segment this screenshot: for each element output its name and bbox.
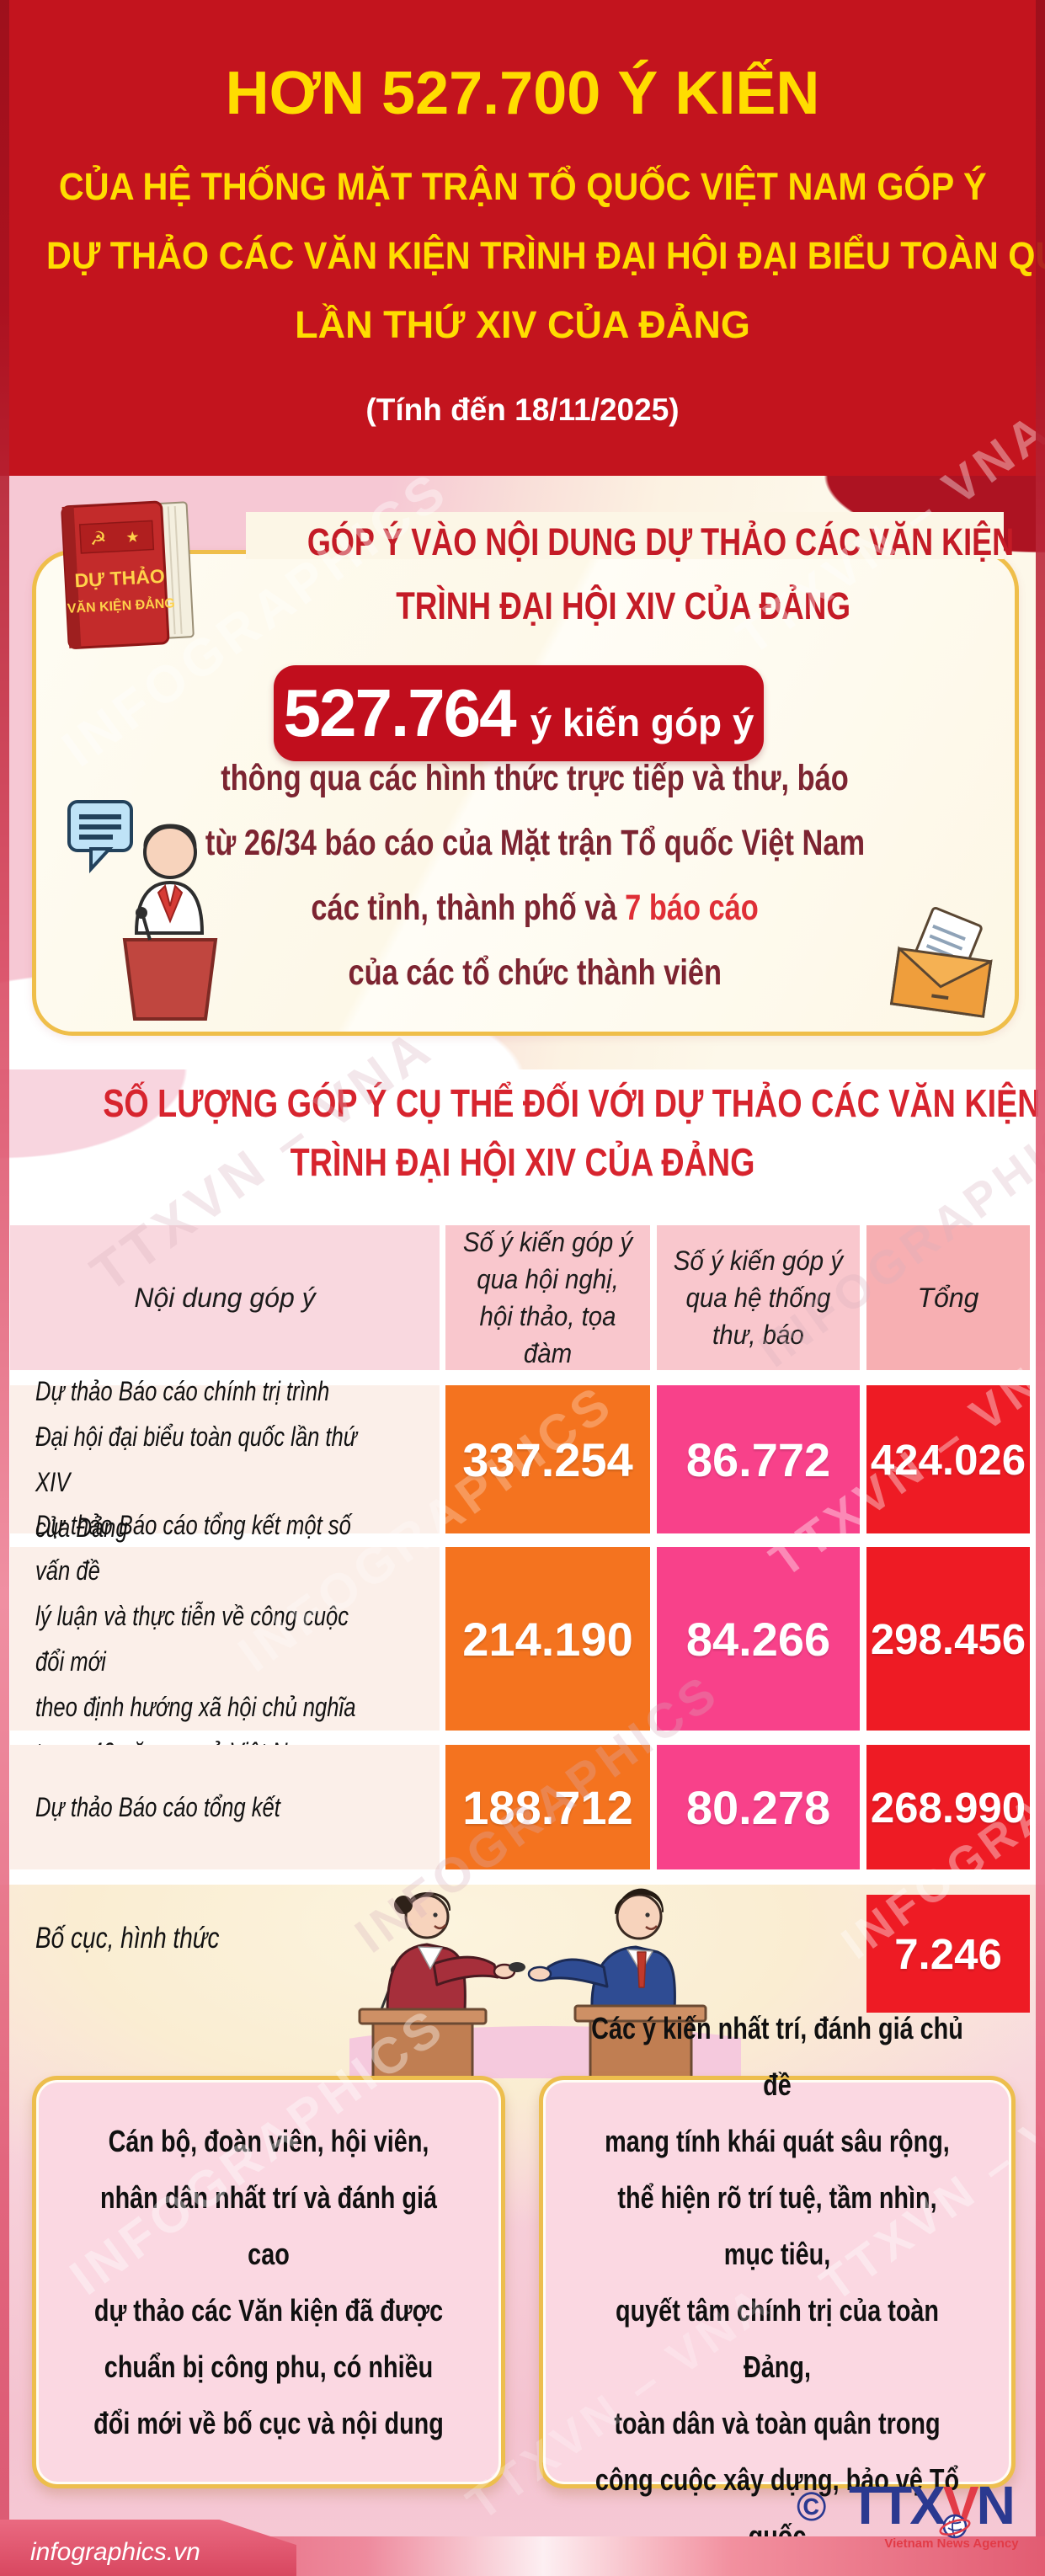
card-title-line1: GÓP Ý VÀO NỘI DUNG DỰ THẢO CÁC VĂN KIỆN	[307, 520, 1015, 563]
column-header-total: Tổng	[866, 1225, 1030, 1370]
table-row-label: Dự thảo Báo cáo tổng kết một số vấn đề l…	[10, 1510, 440, 1768]
table-row-mail-value: 84.266	[657, 1547, 860, 1731]
table-row-total-value: 268.990	[866, 1745, 1030, 1869]
table-row-total-value: 298.456	[866, 1547, 1030, 1731]
card-body-line2: từ 26/34 báo cáo của Mặt trận Tổ quốc Vi…	[205, 823, 865, 863]
table-row-meetings-value: 188.712	[445, 1745, 650, 1869]
table-section-title-line2: TRÌNH ĐẠI HỘI XIV CỦA ĐẢNG	[290, 1140, 755, 1184]
conclusion-box-right: Các ý kiến nhất trí, đánh giá chủ đề man…	[539, 2011, 1016, 2553]
table-row-mail-value: 86.772	[657, 1385, 860, 1533]
table-row-label: Dự thảo Báo cáo chính trị trình Đại hội …	[10, 1376, 440, 1543]
left-edge-strip	[0, 0, 9, 2576]
svg-text:★: ★	[125, 528, 140, 546]
table-section-title-line1: SỐ LƯỢNG GÓP Ý CỤ THỂ ĐỐI VỚI DỰ THẢO CÁ…	[103, 1081, 1041, 1125]
logo-subtitle: Vietnam News Agency	[884, 2536, 1019, 2551]
logo-letter-n: N	[976, 2475, 1016, 2536]
highlight-7-reports: 7 báo cáo	[625, 888, 759, 928]
conclusion-box-left: Cán bộ, đoàn viên, hội viên, nhân dân nh…	[32, 2076, 505, 2488]
column-header-content: Nội dung góp ý	[10, 1225, 440, 1370]
table-row-meetings-value: 337.254	[445, 1385, 650, 1533]
conclusion-right-text: Các ý kiến nhất trí, đánh giá chủ đề man…	[591, 2011, 963, 2553]
header-title-line2: CỦA HỆ THỐNG MẶT TRẬN TỔ QUỐC VIỆT NAM G…	[58, 165, 987, 208]
table-row-label-layout-format: Bố cục, hình thức	[35, 1922, 220, 1955]
opinion-count-label: ý kiến góp ý	[530, 701, 754, 744]
ttxvn-logo: TTXVN	[849, 2475, 1016, 2536]
column-header-mail: Số ý kiến góp ý qua hệ thống thư, báo	[657, 1225, 860, 1370]
right-edge-strip	[1036, 0, 1045, 2576]
mail-envelope-icon	[889, 906, 993, 1018]
speaker-at-podium-icon	[67, 800, 218, 1021]
footer-left-tab	[0, 2520, 296, 2576]
table-row-label: Dự thảo Báo cáo tổng kết	[10, 1745, 440, 1869]
party-documents-book-icon: ☭ ★ DỰ THẢO VĂN KIỆN ĐẢNG	[61, 500, 195, 649]
opinion-count-badge: 527.764 ý kiến góp ý	[274, 665, 764, 761]
table-row-total-value: 7.246	[866, 1895, 1030, 2013]
card-body-line4: của các tổ chức thành viên	[348, 952, 722, 993]
header-date-note: (Tính đến 18/11/2025)	[365, 392, 680, 427]
card-title-backplate	[246, 512, 1004, 559]
table-row-meetings-value: 214.190	[445, 1547, 650, 1731]
table-row-total-value: 424.026	[866, 1385, 1030, 1533]
header-title-line4: LẦN THỨ XIV CỦA ĐẢNG	[295, 303, 750, 346]
table-row-mail-value: 80.278	[657, 1745, 860, 1869]
globe-icon	[939, 2514, 971, 2539]
copyright-icon: ©	[797, 2485, 827, 2530]
svg-text:☭: ☭	[89, 527, 107, 549]
discussion-illustration	[349, 1888, 741, 2078]
header-banner: HƠN 527.700 Ý KIẾN CỦA HỆ THỐNG MẶT TRẬN…	[0, 0, 1045, 476]
conclusion-left-text: Cán bộ, đoàn viên, hội viên, nhân dân nh…	[93, 2124, 444, 2440]
card-body-line1: thông qua các hình thức trực tiếp và thư…	[221, 758, 849, 798]
column-header-meetings: Số ý kiến góp ý qua hội nghị, hội thảo, …	[445, 1225, 650, 1370]
infographics-site-label: infographics.vn	[30, 2538, 200, 2566]
header-title-line3: DỰ THẢO CÁC VĂN KIỆN TRÌNH ĐẠI HỘI ĐẠI B…	[46, 234, 1045, 277]
card-title-line2: TRÌNH ĐẠI HỘI XIV CỦA ĐẢNG	[396, 584, 850, 627]
header-title-line1: HƠN 527.700 Ý KIẾN	[225, 60, 820, 127]
card-body-line3: các tỉnh, thành phố và 7 báo cáo	[311, 888, 759, 928]
opinion-count-number: 527.764	[283, 675, 516, 750]
